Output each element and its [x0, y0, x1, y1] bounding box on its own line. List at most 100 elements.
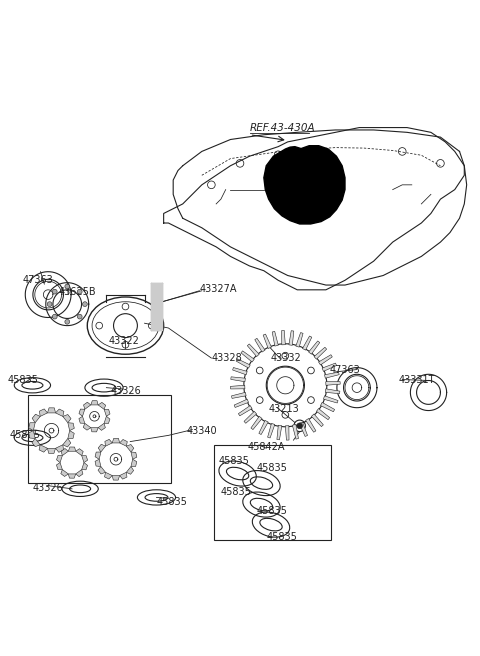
Polygon shape [244, 411, 257, 423]
Polygon shape [316, 409, 330, 420]
Polygon shape [309, 341, 320, 354]
Polygon shape [126, 466, 133, 474]
Polygon shape [231, 392, 246, 398]
Polygon shape [104, 417, 110, 424]
Text: 43327A: 43327A [199, 284, 237, 294]
Polygon shape [82, 455, 87, 462]
Text: 45842A: 45842A [247, 442, 285, 452]
Polygon shape [302, 336, 312, 350]
Text: 45835: 45835 [10, 430, 41, 440]
Polygon shape [95, 459, 101, 466]
Circle shape [52, 289, 57, 294]
Text: 43326: 43326 [33, 483, 63, 493]
Polygon shape [321, 402, 335, 412]
Polygon shape [63, 438, 71, 447]
Polygon shape [325, 389, 340, 394]
Polygon shape [61, 470, 68, 476]
Polygon shape [105, 440, 112, 446]
Polygon shape [322, 363, 336, 371]
Polygon shape [76, 449, 83, 455]
Circle shape [47, 302, 52, 306]
Text: 43328: 43328 [211, 352, 242, 363]
Polygon shape [241, 351, 254, 362]
Text: 43331T: 43331T [398, 375, 435, 386]
Polygon shape [306, 419, 316, 432]
Text: 43625B: 43625B [59, 287, 96, 297]
Text: 45835: 45835 [257, 463, 288, 473]
Polygon shape [32, 414, 40, 422]
Polygon shape [105, 472, 112, 479]
Polygon shape [324, 372, 339, 379]
Polygon shape [234, 399, 249, 407]
Polygon shape [98, 402, 106, 409]
Polygon shape [104, 409, 110, 417]
Polygon shape [259, 420, 268, 434]
Polygon shape [314, 347, 327, 359]
Polygon shape [29, 430, 35, 438]
Polygon shape [120, 440, 127, 446]
Polygon shape [285, 426, 289, 440]
Text: 43322: 43322 [109, 337, 140, 346]
Polygon shape [326, 382, 340, 385]
Text: 43213: 43213 [269, 404, 300, 414]
Polygon shape [282, 331, 285, 345]
Polygon shape [91, 428, 98, 432]
Polygon shape [324, 396, 338, 403]
Polygon shape [68, 474, 76, 478]
Circle shape [65, 319, 70, 324]
Polygon shape [82, 462, 87, 470]
Polygon shape [120, 472, 127, 479]
Polygon shape [296, 333, 303, 347]
Polygon shape [236, 359, 250, 368]
Polygon shape [39, 409, 48, 417]
Polygon shape [264, 146, 345, 224]
Polygon shape [233, 367, 247, 375]
Polygon shape [56, 445, 63, 453]
Polygon shape [79, 417, 85, 423]
Circle shape [77, 314, 82, 319]
Polygon shape [277, 425, 282, 440]
Polygon shape [98, 466, 106, 474]
Text: 45835: 45835 [7, 375, 38, 386]
Text: 47363: 47363 [23, 276, 54, 285]
Polygon shape [251, 417, 262, 430]
Polygon shape [29, 422, 35, 430]
Text: 45835: 45835 [156, 497, 187, 507]
Text: 45835: 45835 [218, 456, 250, 466]
Polygon shape [268, 423, 275, 438]
Polygon shape [68, 422, 74, 430]
Polygon shape [289, 331, 294, 345]
Polygon shape [272, 331, 278, 346]
Polygon shape [131, 452, 137, 459]
Polygon shape [247, 344, 259, 357]
Polygon shape [263, 334, 272, 348]
Polygon shape [68, 447, 76, 451]
Polygon shape [299, 422, 308, 436]
Polygon shape [57, 462, 62, 470]
Polygon shape [239, 405, 252, 416]
Text: 45835: 45835 [221, 487, 252, 497]
Polygon shape [39, 445, 48, 452]
Polygon shape [84, 402, 91, 409]
Polygon shape [126, 445, 134, 452]
Polygon shape [48, 448, 56, 453]
Bar [214, 445, 331, 541]
Polygon shape [312, 414, 324, 426]
Polygon shape [83, 423, 91, 430]
Polygon shape [95, 452, 101, 459]
Text: 47363: 47363 [330, 365, 360, 375]
Circle shape [297, 423, 302, 428]
Polygon shape [57, 455, 62, 462]
Text: 43340: 43340 [187, 426, 217, 436]
Polygon shape [112, 438, 120, 443]
Polygon shape [48, 408, 56, 413]
Polygon shape [292, 424, 299, 439]
Polygon shape [79, 409, 85, 417]
Polygon shape [319, 355, 332, 365]
Circle shape [77, 289, 82, 294]
Polygon shape [230, 385, 245, 389]
Polygon shape [231, 377, 245, 382]
Text: 43332: 43332 [271, 352, 302, 363]
Text: 45835: 45835 [257, 506, 288, 516]
Polygon shape [91, 401, 98, 405]
